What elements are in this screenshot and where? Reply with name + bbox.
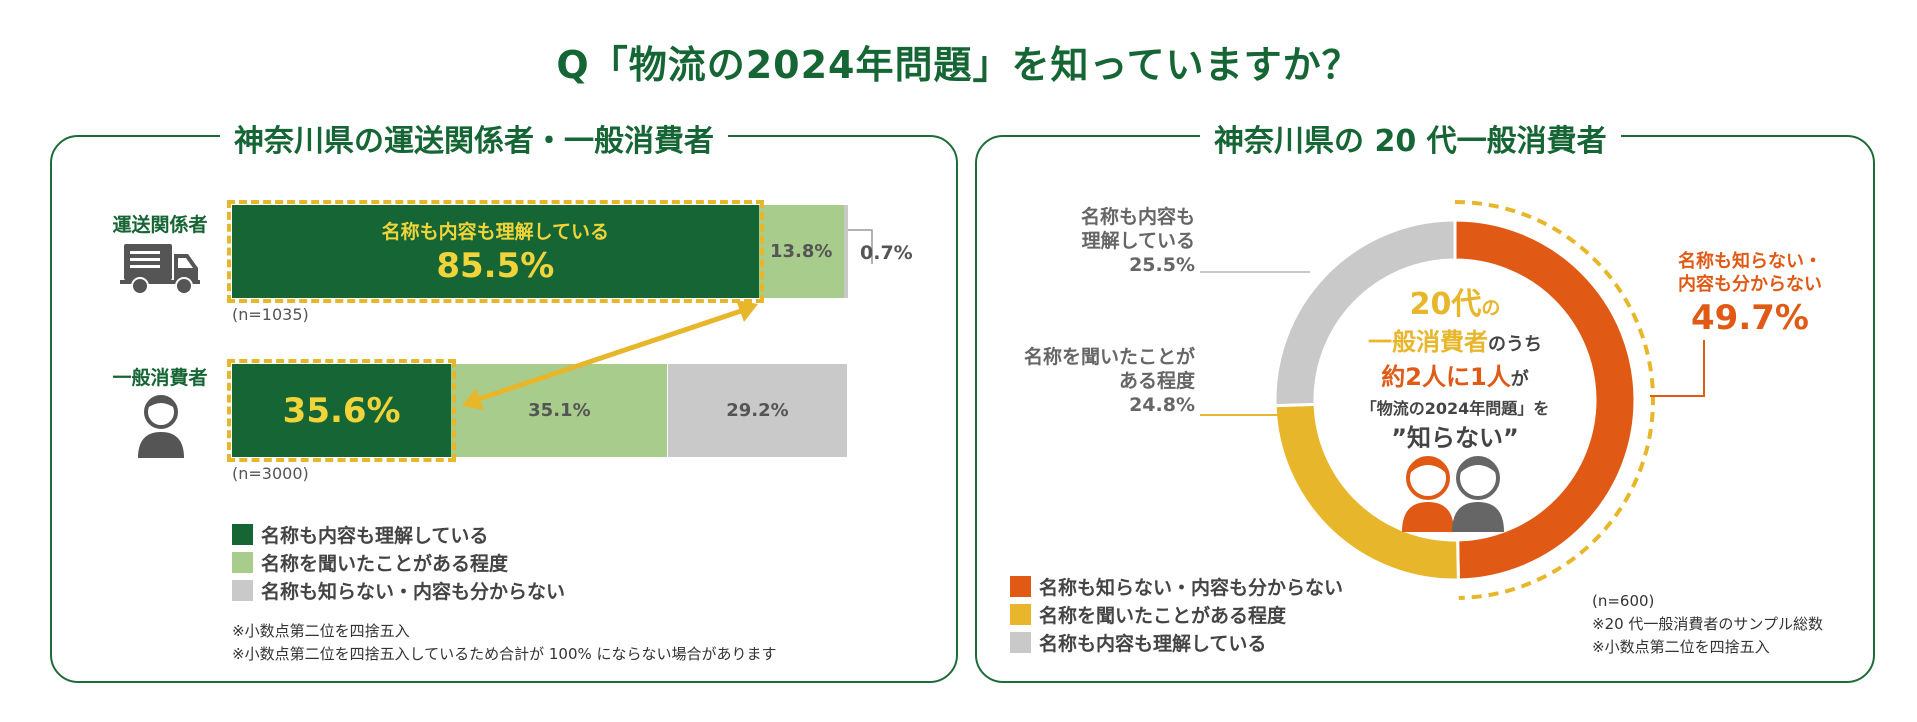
legend-item: 名称も知らない・内容も分からない [232, 576, 565, 604]
label-heard: 名称を聞いたことが ある程度 24.8% [1023, 346, 1195, 416]
bar-transport: 名称も内容も理解している 85.5% 13.8% [232, 205, 848, 298]
bar-segment-unknown: 29.2% [667, 364, 848, 457]
bar-value-label-small: 0.7% [860, 242, 913, 264]
label-understand: 名称も内容も 理解している 25.5% [1080, 206, 1195, 276]
leader-line-heard [1200, 414, 1280, 416]
left-notes: ※小数点第二位を四捨五入 ※小数点第二位を四捨五入しているため合計が 100% … [232, 622, 777, 663]
left-panel-title: 神奈川県の運送関係者・一般消費者 [220, 116, 728, 160]
legend-item: 名称を聞いたことがある程度 [232, 548, 565, 576]
left-legend: 名称も内容も理解している 名称を聞いたことがある程度 名称も知らない・内容も分か… [232, 520, 565, 604]
person-icon [138, 395, 184, 458]
sample-size-transport: (n=1035) [232, 305, 309, 324]
donut-highlight-arc [1454, 200, 1655, 600]
highlight-box [227, 359, 457, 462]
people-icon [1402, 456, 1504, 532]
right-panel-title: 神奈川県の 20 代一般消費者 [1200, 116, 1621, 160]
bar-value-label: 29.2% [726, 400, 789, 421]
page-title: Q「物流の2024年問題」を知っていますか？ [556, 43, 1361, 87]
legend-item: 名称を聞いたことがある程度 [1010, 600, 1343, 628]
callout-bracket [848, 229, 873, 264]
row-label-transport: 運送関係者 [112, 214, 208, 236]
donut-slice-understand [1273, 218, 1457, 408]
truck-icon [120, 244, 200, 295]
bar-value-label: 85.5% [436, 246, 555, 286]
row-label-consumer: 一般消費者 [112, 367, 208, 389]
bar-value-label: 35.6% [282, 390, 401, 431]
bar-segment-understand: 35.6% [232, 364, 452, 457]
comparison-arrow [462, 300, 758, 410]
bar-segment-understand: 名称も内容も理解している 85.5% [232, 205, 759, 298]
right-legend: 名称も知らない・内容も分からない 名称を聞いたことがある程度 名称も内容も理解し… [1010, 572, 1343, 656]
legend-item: 名称も知らない・内容も分からない [1010, 572, 1343, 600]
leader-line-unknown [1650, 340, 1705, 397]
legend-item: 名称も内容も理解している [232, 520, 565, 548]
bar-segment-heard: 13.8% [758, 205, 844, 298]
label-unknown: 名称も知らない・ 内容も分からない 49.7% [1678, 251, 1822, 338]
bar-inner-label: 名称も内容も理解している [381, 221, 610, 243]
donut-center-text: 20代の 一般消費者のうち 約2人に1人が 「物流の2024年問題」を ”知らな… [1360, 287, 1550, 453]
bar-value-label: 35.1% [528, 400, 591, 421]
sample-size-consumer: (n=3000) [232, 464, 309, 483]
legend-item: 名称も内容も理解している [1010, 628, 1343, 656]
donut-chart [1273, 200, 1655, 600]
leader-line-understand [1200, 271, 1310, 273]
bar-segment-unknown [843, 205, 848, 298]
bar-value-label: 13.8% [769, 241, 833, 262]
bar-consumer: 35.6% 35.1% 29.2% [232, 364, 848, 457]
highlight-box [227, 200, 764, 303]
donut-slice-unknown [1453, 218, 1637, 582]
right-notes: (n=600) ※20 代一般消費者のサンプル総数 ※小数点第二位を四捨五入 [1592, 592, 1823, 656]
bar-segment-heard: 35.1% [451, 364, 668, 457]
